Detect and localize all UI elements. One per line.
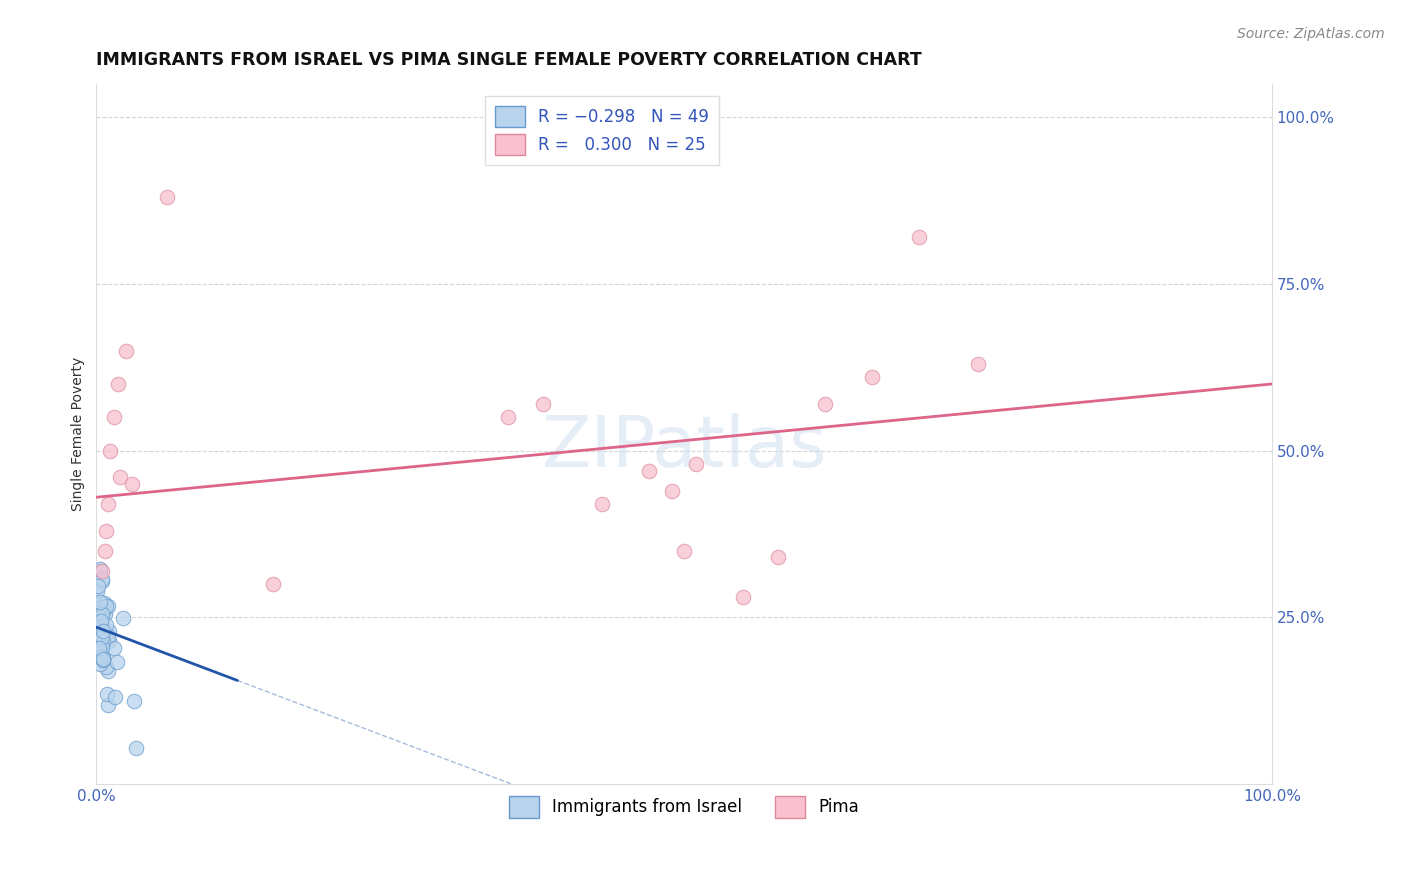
Point — [93, 543, 115, 558]
Point — [90, 574, 112, 588]
Point — [908, 230, 931, 244]
Point — [91, 653, 114, 667]
Point — [673, 543, 696, 558]
Point — [97, 629, 120, 643]
Point — [87, 619, 110, 633]
Point — [97, 664, 120, 678]
Text: IMMIGRANTS FROM ISRAEL VS PIMA SINGLE FEMALE POVERTY CORRELATION CHART: IMMIGRANTS FROM ISRAEL VS PIMA SINGLE FE… — [97, 51, 922, 69]
Point — [86, 583, 108, 598]
Point — [93, 596, 115, 610]
Point — [637, 464, 659, 478]
Point — [94, 659, 117, 673]
Point — [89, 616, 111, 631]
Point — [103, 640, 125, 655]
Point — [531, 397, 554, 411]
Point — [86, 606, 108, 620]
Point — [262, 577, 284, 591]
Point — [94, 599, 117, 613]
Point — [96, 687, 118, 701]
Point — [108, 470, 131, 484]
Point — [91, 564, 114, 578]
Point — [87, 612, 110, 626]
Point — [90, 614, 112, 628]
Point — [90, 599, 112, 614]
Point — [104, 690, 127, 704]
Point — [97, 633, 120, 648]
Point — [87, 631, 110, 645]
Point — [97, 599, 120, 614]
Point — [860, 370, 883, 384]
Point — [91, 651, 114, 665]
Point — [94, 618, 117, 632]
Point — [90, 607, 112, 621]
Point — [121, 476, 143, 491]
Point — [107, 655, 129, 669]
Point — [114, 343, 136, 358]
Point — [685, 457, 707, 471]
Point — [107, 376, 129, 391]
Point — [496, 410, 519, 425]
Point — [93, 652, 115, 666]
Point — [89, 595, 111, 609]
Point — [112, 611, 135, 625]
Point — [591, 497, 613, 511]
Point — [90, 630, 112, 644]
Point — [86, 578, 108, 592]
Point — [93, 648, 115, 663]
Point — [94, 607, 117, 621]
Point — [87, 640, 110, 655]
Point — [87, 629, 110, 643]
Point — [94, 524, 117, 538]
Point — [156, 190, 179, 204]
Point — [89, 650, 111, 665]
Point — [90, 640, 112, 655]
Y-axis label: Single Female Poverty: Single Female Poverty — [72, 357, 86, 511]
Point — [125, 740, 148, 755]
Text: Source: ZipAtlas.com: Source: ZipAtlas.com — [1237, 27, 1385, 41]
Point — [766, 550, 789, 565]
Point — [731, 590, 754, 604]
Point — [122, 694, 145, 708]
Point — [91, 624, 114, 638]
Point — [814, 397, 837, 411]
Point — [90, 633, 112, 648]
Point — [89, 564, 111, 578]
Point — [97, 497, 120, 511]
Point — [89, 562, 111, 576]
Point — [967, 357, 990, 371]
Legend: Immigrants from Israel, Pima: Immigrants from Israel, Pima — [502, 789, 866, 824]
Point — [90, 573, 112, 587]
Point — [661, 483, 683, 498]
Point — [89, 657, 111, 672]
Point — [90, 615, 112, 630]
Point — [103, 410, 125, 425]
Point — [91, 606, 114, 620]
Point — [100, 443, 122, 458]
Point — [97, 698, 120, 712]
Point — [91, 634, 114, 648]
Text: ZIPatlas: ZIPatlas — [541, 413, 827, 483]
Point — [90, 610, 112, 624]
Point — [97, 624, 120, 638]
